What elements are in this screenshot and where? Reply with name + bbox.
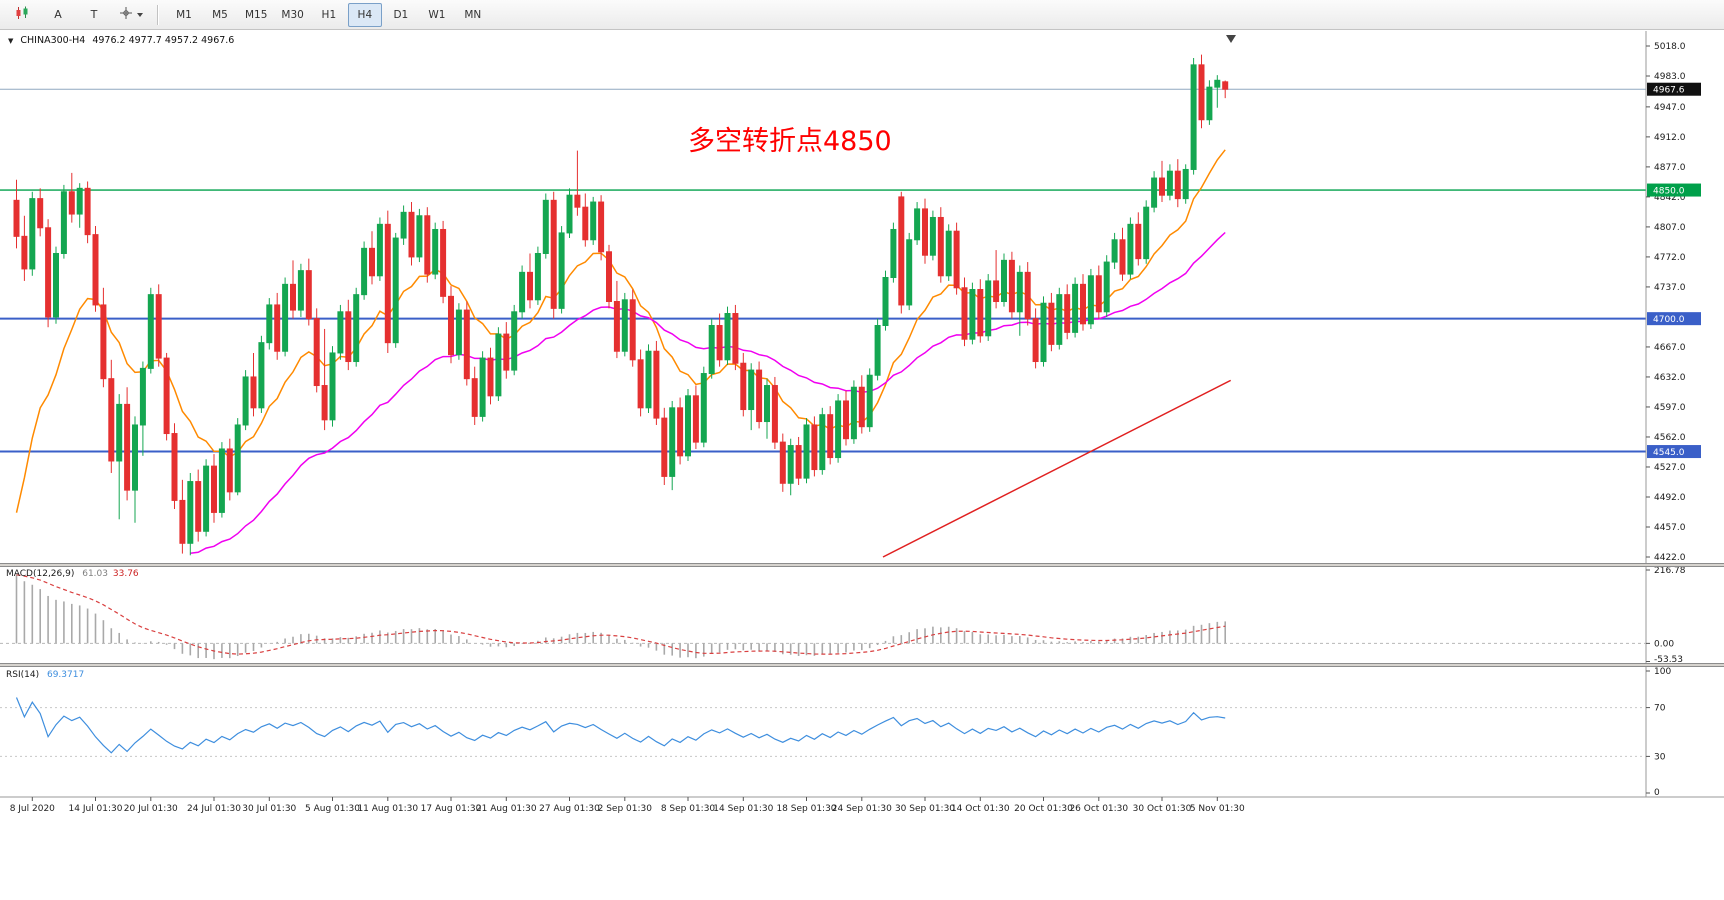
ohlc-values: 4976.2 4977.7 4957.2 4967.6 [92, 35, 235, 46]
timeframe-h4-button[interactable]: H4 [347, 2, 382, 27]
svg-text:2 Sep 01:30: 2 Sep 01:30 [598, 804, 653, 814]
annotation-text[interactable]: 多空转折点4850 [688, 126, 892, 157]
svg-text:4842.0: 4842.0 [1654, 193, 1686, 203]
svg-text:4422.0: 4422.0 [1654, 553, 1686, 563]
text-tool-button[interactable]: T [77, 3, 111, 27]
svg-text:0: 0 [1654, 788, 1660, 798]
svg-text:4667.0: 4667.0 [1654, 343, 1686, 353]
rsi-name: RSI(14) [6, 670, 40, 680]
svg-text:24 Sep 01:30: 24 Sep 01:30 [832, 804, 892, 814]
chart-title: ▼ CHINA300-H4 4976.2 4977.7 4957.2 4967.… [8, 35, 234, 46]
svg-text:20 Oct 01:30: 20 Oct 01:30 [1014, 804, 1073, 814]
svg-text:4912.0: 4912.0 [1654, 133, 1686, 143]
toolbar-separator [157, 4, 159, 25]
rsi-value: 69.3717 [46, 670, 85, 680]
dropdown-caret-icon [137, 12, 143, 17]
svg-text:20 Jul 01:30: 20 Jul 01:30 [124, 804, 178, 814]
svg-text:14 Oct 01:30: 14 Oct 01:30 [951, 804, 1010, 814]
svg-text:70: 70 [1654, 704, 1666, 714]
chart-shift-marker [1226, 35, 1236, 43]
svg-text:4492.0: 4492.0 [1654, 493, 1686, 503]
timeframe-mn-button[interactable]: MN [464, 8, 482, 21]
price-axis[interactable]: 5018.0 4983.0 4947.0 4912.0 4877.0 4842.0 4807… [1645, 31, 1701, 798]
time-axis[interactable]: 8 Jul 2020 14 Jul 01:30 20 Jul 01:30 24 Jul… [0, 796, 1724, 814]
svg-text:4850.0: 4850.0 [1653, 187, 1685, 197]
chart-type-button[interactable] [5, 3, 39, 27]
svg-text:8 Sep 01:30: 8 Sep 01:30 [661, 804, 716, 814]
macd-name: MACD(12,26,9) [6, 569, 75, 579]
rsi-indicator-label: RSI(14) 69.3717 [6, 670, 84, 680]
symbol-timeframe: CHINA300-H4 [20, 35, 86, 46]
svg-text:24 Jul 01:30: 24 Jul 01:30 [187, 804, 241, 814]
svg-text:4527.0: 4527.0 [1654, 463, 1686, 473]
svg-text:5 Nov 01:30: 5 Nov 01:30 [1190, 804, 1245, 814]
svg-text:4457.0: 4457.0 [1654, 523, 1686, 533]
cursor-mode-label: A [54, 8, 62, 21]
timeframe-w1-button[interactable]: W1 [428, 8, 446, 21]
cursor-mode-button[interactable]: A [41, 3, 75, 27]
ma-slow-magenta [190, 231, 1226, 555]
svg-text:4947.0: 4947.0 [1654, 103, 1686, 113]
svg-text:30 Sep 01:30: 30 Sep 01:30 [895, 804, 955, 814]
svg-text:4772.0: 4772.0 [1654, 253, 1686, 263]
svg-text:17 Aug 01:30: 17 Aug 01:30 [421, 804, 482, 814]
main-chart-panel[interactable] [0, 35, 1646, 558]
macd-signal-value: 33.76 [112, 569, 139, 579]
timeframe-m1-button[interactable]: M1 [176, 8, 192, 21]
svg-text:5 Aug 01:30: 5 Aug 01:30 [305, 804, 360, 814]
svg-text:14 Sep 01:30: 14 Sep 01:30 [713, 804, 773, 814]
timeframe-m30-button[interactable]: M30 [281, 8, 304, 21]
candlestick-icon [15, 6, 29, 23]
svg-text:4562.0: 4562.0 [1654, 433, 1686, 443]
svg-text:4877.0: 4877.0 [1654, 163, 1686, 173]
svg-text:30 Jul 01:30: 30 Jul 01:30 [242, 804, 296, 814]
candles [13, 54, 1229, 556]
svg-text:18 Sep 01:30: 18 Sep 01:30 [776, 804, 836, 814]
svg-text:4545.0: 4545.0 [1653, 448, 1685, 458]
timeframe-m15-button[interactable]: M15 [245, 8, 268, 21]
svg-text:0.00: 0.00 [1654, 639, 1674, 649]
svg-text:14 Jul 01:30: 14 Jul 01:30 [69, 804, 123, 814]
ma-fast-orange [15, 149, 1226, 513]
text-tool-label: T [90, 8, 98, 21]
timeframe-h1-button[interactable]: H1 [321, 8, 337, 21]
svg-text:11 Aug 01:30: 11 Aug 01:30 [357, 804, 418, 814]
svg-text:30: 30 [1654, 752, 1666, 762]
macd-main-value: 61.03 [82, 569, 108, 579]
svg-text:100: 100 [1654, 667, 1671, 677]
crosshair-tool-button[interactable] [113, 3, 149, 27]
svg-text:26 Oct 01:30: 26 Oct 01:30 [1069, 804, 1128, 814]
collapse-triangle-icon[interactable]: ▼ [8, 36, 14, 45]
svg-text:8 Jul 2020: 8 Jul 2020 [10, 804, 55, 814]
timeframe-d1-button[interactable]: D1 [393, 8, 409, 21]
svg-text:4967.6: 4967.6 [1653, 86, 1685, 96]
crosshair-icon [119, 6, 133, 23]
rsi-panel[interactable] [0, 697, 1646, 757]
timeframe-m5-button[interactable]: M5 [212, 8, 228, 21]
svg-text:30 Oct 01:30: 30 Oct 01:30 [1133, 804, 1192, 814]
macd-panel[interactable] [0, 574, 1646, 660]
macd-indicator-label: MACD(12,26,9) 61.03 33.76 [6, 569, 139, 579]
svg-text:21 Aug 01:30: 21 Aug 01:30 [476, 804, 537, 814]
panel-separator-1[interactable] [0, 563, 1724, 567]
svg-text:4807.0: 4807.0 [1654, 223, 1686, 233]
svg-text:4597.0: 4597.0 [1654, 403, 1686, 413]
svg-text:5018.0: 5018.0 [1654, 42, 1686, 52]
trendline[interactable] [882, 379, 1232, 558]
svg-text:4632.0: 4632.0 [1654, 373, 1686, 383]
svg-text:4700.0: 4700.0 [1653, 315, 1685, 325]
svg-text:4983.0: 4983.0 [1654, 72, 1686, 82]
toolbar: A T M1 M5 M15 M30 H1 H4 D1 W1 MN [0, 0, 1724, 30]
svg-text:27 Aug 01:30: 27 Aug 01:30 [539, 804, 600, 814]
svg-text:-53.53: -53.53 [1654, 655, 1683, 665]
svg-text:216.78: 216.78 [1654, 566, 1686, 576]
panel-separator-2[interactable] [0, 663, 1724, 667]
svg-text:4737.0: 4737.0 [1654, 283, 1686, 293]
